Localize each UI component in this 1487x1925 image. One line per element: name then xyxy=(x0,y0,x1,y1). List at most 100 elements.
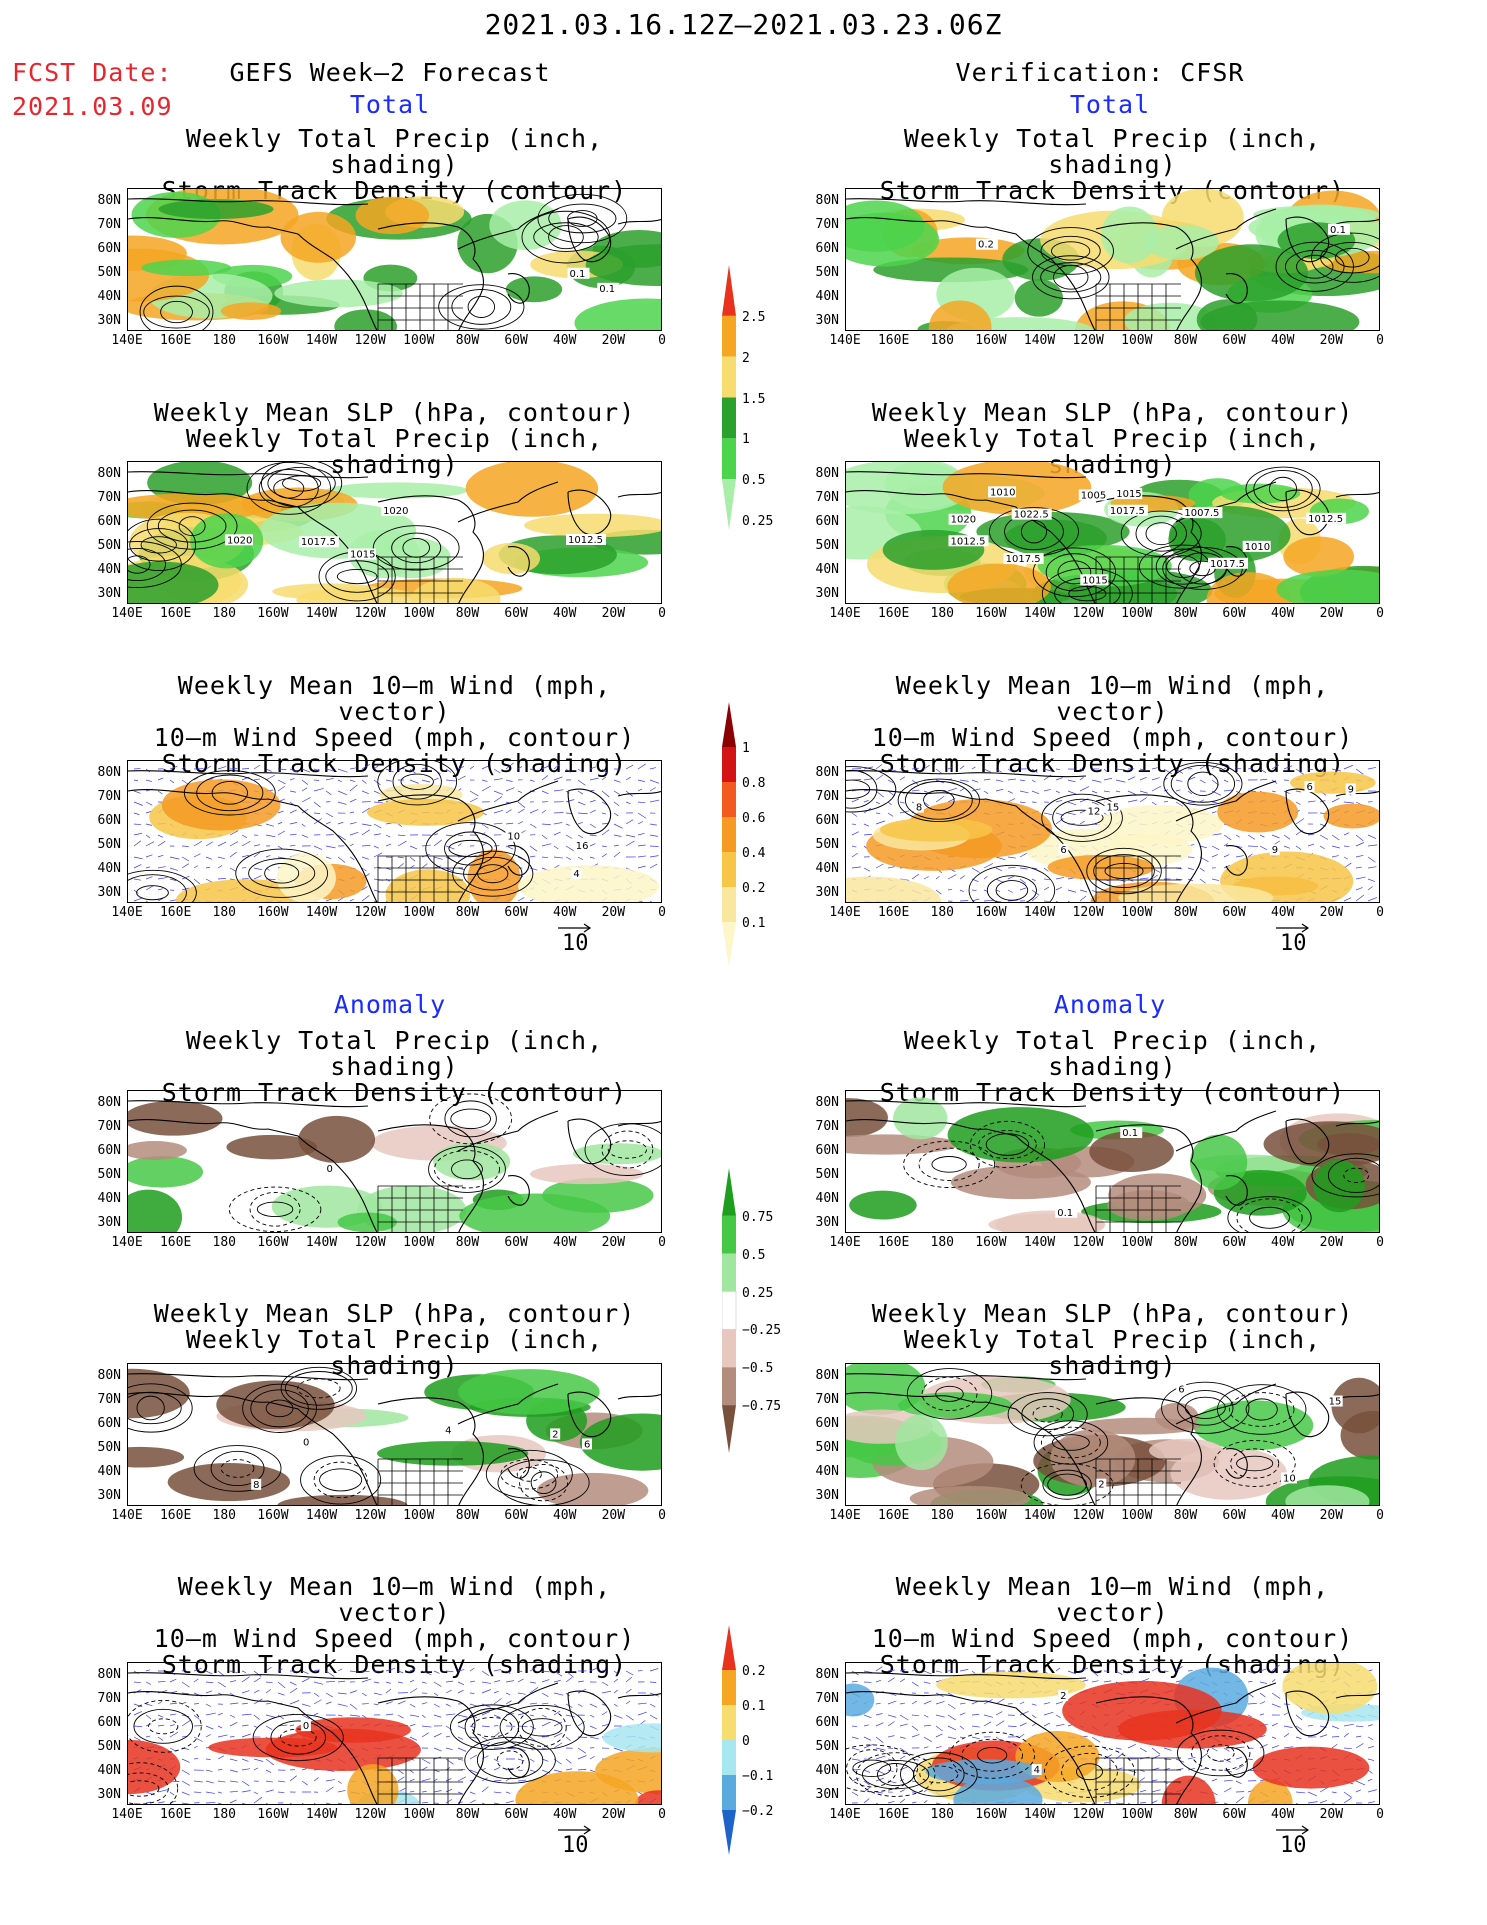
lat-tick-label: 50N xyxy=(97,1440,121,1455)
colorbar-swatch xyxy=(722,1168,736,1216)
lon-tick-label: 40W xyxy=(552,1235,577,1250)
lon-tick-label: 80W xyxy=(1173,606,1198,621)
lat-tick-label: 80N xyxy=(815,1095,839,1110)
panel-title-line: 10–m Wind Speed (mph, contour) xyxy=(871,1624,1354,1653)
colorbar-tick-label: 0.2 xyxy=(742,1664,766,1679)
contour-value-label: 16 xyxy=(576,841,589,852)
contour-value-label: 6 xyxy=(584,1439,590,1450)
lat-tick-label: 80N xyxy=(815,765,839,780)
lat-tick-label: 40N xyxy=(97,1464,121,1479)
colorbar-tick-label: 1 xyxy=(742,741,750,756)
panel-title-line: Weekly Total Precip (inch, shading) xyxy=(903,1325,1322,1380)
lat-tick-label: 80N xyxy=(815,193,839,208)
colorbar-swatch xyxy=(722,702,736,747)
lat-tick-label: 80N xyxy=(815,466,839,481)
contour-value-label: 1010 xyxy=(1245,542,1270,553)
colorbar-tick-label: 0.25 xyxy=(742,1285,774,1301)
vector-reference-label: 10 xyxy=(562,1833,589,1858)
lon-tick-label: 0 xyxy=(658,606,666,621)
lon-tick-label: 0 xyxy=(1376,333,1384,348)
lat-tick-label: 80N xyxy=(97,1095,121,1110)
lon-tick-label: 120W xyxy=(1072,905,1104,920)
contour-value-label: 1020 xyxy=(951,515,976,526)
lon-tick-label: 0 xyxy=(658,333,666,348)
panel-title-forecast-1: Weekly Mean SLP (hPa, contour) Weekly Tot… xyxy=(117,400,672,478)
lon-tick-label: 40W xyxy=(1270,606,1295,621)
lat-tick-label: 60N xyxy=(815,1143,839,1158)
lat-tick-label: 30N xyxy=(815,586,839,601)
coastline-layer xyxy=(128,770,661,902)
lon-tick-label: 100W xyxy=(403,1508,435,1523)
lon-tick-label: 80W xyxy=(455,1508,480,1523)
shading-layer xyxy=(846,1663,1379,1804)
panel-title-verification-0: Weekly Total Precip (inch, shading) Storm… xyxy=(835,126,1390,204)
lon-tick-label: 60W xyxy=(1222,333,1246,348)
lat-tick-label: 40N xyxy=(97,289,121,304)
contour-value-label: 0.1 xyxy=(1330,225,1346,236)
lon-tick-label: 160E xyxy=(159,905,192,920)
contour-value-label: 1005 xyxy=(1081,490,1106,501)
lon-tick-label: 80W xyxy=(455,1807,480,1822)
contour-layer xyxy=(989,466,1321,603)
contour-value-label: 6 xyxy=(1060,845,1066,856)
lon-tick-label: 0 xyxy=(658,1508,666,1523)
colorbar-swatch xyxy=(722,479,736,530)
lon-tick-label: 140W xyxy=(305,905,338,920)
lat-tick-label: 70N xyxy=(815,1691,839,1706)
lat-tick-label: 40N xyxy=(97,562,121,577)
lat-tick-label: 30N xyxy=(97,1215,121,1230)
panel-title-line: Storm Track Density (contour) xyxy=(879,176,1346,205)
colorbar-swatch xyxy=(722,1625,736,1670)
colorbar-swatch xyxy=(722,1405,736,1453)
lon-tick-label: 140E xyxy=(829,1235,861,1250)
contour-value-label: 4 xyxy=(445,1426,451,1437)
lat-tick-label: 40N xyxy=(97,1763,121,1778)
left-total-label: Total xyxy=(349,90,431,119)
panel-title-line: Weekly Total Precip (inch, shading) xyxy=(903,124,1322,179)
lon-tick-label: 140E xyxy=(111,1508,143,1523)
lat-tick-label: 50N xyxy=(97,1167,121,1182)
contour-value-label: 1007.5 xyxy=(1184,508,1219,519)
lon-tick-label: 160E xyxy=(877,1807,910,1822)
lon-tick-label: 20W xyxy=(601,1807,626,1822)
colorbar-tick-label: 1.5 xyxy=(742,391,766,407)
lon-tick-label: 80W xyxy=(455,905,480,920)
lat-tick-label: 80N xyxy=(97,193,121,208)
lon-tick-label: 100W xyxy=(403,1807,435,1822)
vector-reference-label: 10 xyxy=(562,931,589,956)
panel-title-forecast-5: Weekly Mean 10–m Wind (mph, vector) 10–m … xyxy=(117,1574,672,1678)
panel-title-line: Weekly Total Precip (inch, shading) xyxy=(185,1026,604,1081)
panel-title-verification-3: Weekly Total Precip (inch, shading) Storm… xyxy=(835,1028,1390,1106)
panel-title-line: Storm Track Density (shading) xyxy=(161,1650,628,1679)
vector-reference-arrow xyxy=(1276,1825,1310,1835)
lat-tick-label: 50N xyxy=(815,1167,839,1182)
lon-tick-label: 0 xyxy=(1376,1807,1384,1822)
lon-tick-label: 120W xyxy=(354,1508,386,1523)
lon-tick-label: 140W xyxy=(1023,905,1056,920)
state-borders xyxy=(1095,855,1181,902)
lon-tick-label: 140W xyxy=(1023,1508,1056,1523)
lon-tick-label: 140E xyxy=(111,1807,143,1822)
panel-title-verification-1: Weekly Mean SLP (hPa, contour) Weekly Tot… xyxy=(835,400,1390,478)
lon-tick-label: 100W xyxy=(1121,333,1153,348)
lon-tick-label: 140E xyxy=(111,1235,143,1250)
panel-title-line: Weekly Total Precip (inch, shading) xyxy=(185,424,604,479)
anomaly-precip-colorbar xyxy=(722,1168,737,1453)
lat-tick-label: 60N xyxy=(815,514,839,529)
lon-tick-label: 60W xyxy=(504,333,528,348)
contour-value-label: 2 xyxy=(1060,1691,1066,1702)
contour-value-label: 10 xyxy=(1283,1473,1296,1484)
lon-tick-label: 140E xyxy=(829,905,861,920)
lon-tick-label: 60W xyxy=(1222,1235,1246,1250)
shading-layer xyxy=(128,462,661,603)
lon-tick-label: 80W xyxy=(455,606,480,621)
colorbar-swatch xyxy=(722,1367,736,1406)
lon-tick-label: 160W xyxy=(257,1235,289,1250)
map-panel-forecast-wind-total: 16 10 4 xyxy=(127,760,662,903)
lon-tick-label: 160E xyxy=(159,1807,192,1822)
shading-layer xyxy=(846,462,1379,603)
lon-tick-label: 140E xyxy=(829,333,861,348)
lon-tick-label: 140W xyxy=(305,1235,338,1250)
contour-value-label: 0.1 xyxy=(599,284,615,295)
colorbar-tick-label: −0.1 xyxy=(742,1769,774,1784)
